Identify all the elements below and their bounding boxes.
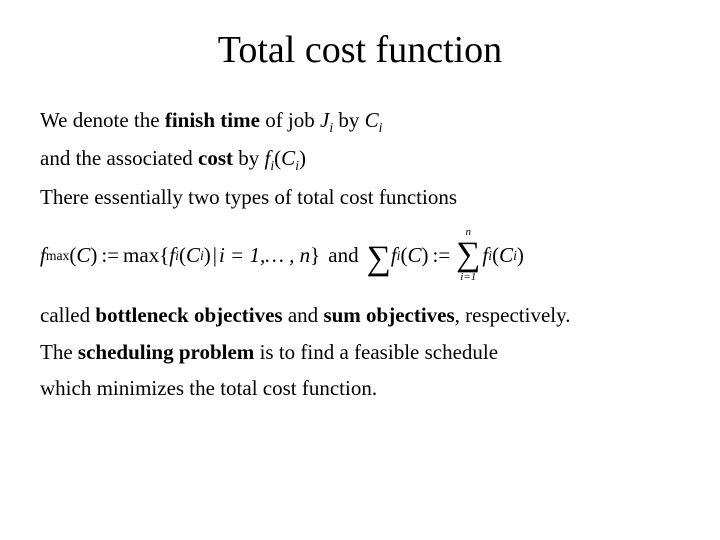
fmax-def: fmax(C) := max{fi(Ci)| i = 1,… , n}: [40, 239, 320, 272]
scheduling-problem-term: scheduling problem: [78, 340, 254, 364]
vbar: |: [213, 239, 217, 272]
c-symbol: C: [365, 108, 379, 132]
c-symbol: C: [76, 239, 90, 272]
txt: is to find a feasible schedule: [254, 340, 498, 364]
sum-objectives-term: sum objectives: [323, 303, 454, 327]
c-symbol: C: [281, 146, 295, 170]
lparen: (: [400, 239, 407, 272]
fmax-sub: max: [46, 245, 70, 266]
brace-open: {: [159, 239, 169, 272]
sum-lower: i=1: [460, 272, 476, 283]
page-title: Total cost function: [40, 28, 680, 72]
cost-term: cost: [198, 146, 233, 170]
rparen: ): [204, 239, 211, 272]
lparen: (: [492, 239, 499, 272]
assign: :=: [432, 239, 450, 272]
txt: We denote the: [40, 108, 165, 132]
assign: :=: [101, 239, 119, 272]
rparen: ): [421, 239, 428, 272]
line-7: which minimizes the total cost function.: [40, 372, 680, 405]
sum-def: ∑ fi(C) := n ∑ i=1 fi(Ci): [367, 227, 524, 283]
brace-close: }: [310, 239, 320, 272]
txt: The: [40, 340, 78, 364]
c-sub: i: [379, 120, 383, 135]
sigma-with-limits: n ∑ i=1: [456, 227, 480, 283]
txt: , respectively.: [455, 303, 571, 327]
line-1: We denote the finish time of job Ji by C…: [40, 104, 680, 138]
line-3: There essentially two types of total cos…: [40, 181, 680, 214]
line-6: The scheduling problem is to find a feas…: [40, 336, 680, 369]
rparen: ): [299, 146, 306, 170]
txt: by: [333, 108, 365, 132]
c-symbol: C: [186, 239, 200, 272]
txt: called: [40, 303, 95, 327]
lparen: (: [69, 239, 76, 272]
sigma-icon: ∑: [456, 238, 480, 272]
txt: and the associated: [40, 146, 198, 170]
max-op: max: [123, 239, 159, 272]
txt: of job: [260, 108, 320, 132]
c-symbol: C: [499, 239, 513, 272]
sigma-icon: ∑: [367, 242, 391, 276]
rparen: ): [517, 239, 524, 272]
bottleneck-term: bottleneck objectives: [95, 303, 282, 327]
and-text: and: [328, 239, 358, 272]
line-2: and the associated cost by fi(Ci): [40, 142, 680, 176]
txt: and: [283, 303, 324, 327]
txt: by: [233, 146, 265, 170]
lparen: (: [179, 239, 186, 272]
slide-body: We denote the finish time of job Ji by C…: [40, 104, 680, 405]
finish-time-term: finish time: [165, 108, 260, 132]
c-symbol: C: [407, 239, 421, 272]
formula-row: fmax(C) := max{fi(Ci)| i = 1,… , n} and …: [40, 227, 680, 283]
line-5: called bottleneck objectives and sum obj…: [40, 299, 680, 332]
index-set: i = 1,… , n: [219, 239, 310, 272]
job-symbol: J: [320, 108, 329, 132]
rparen: ): [90, 239, 97, 272]
